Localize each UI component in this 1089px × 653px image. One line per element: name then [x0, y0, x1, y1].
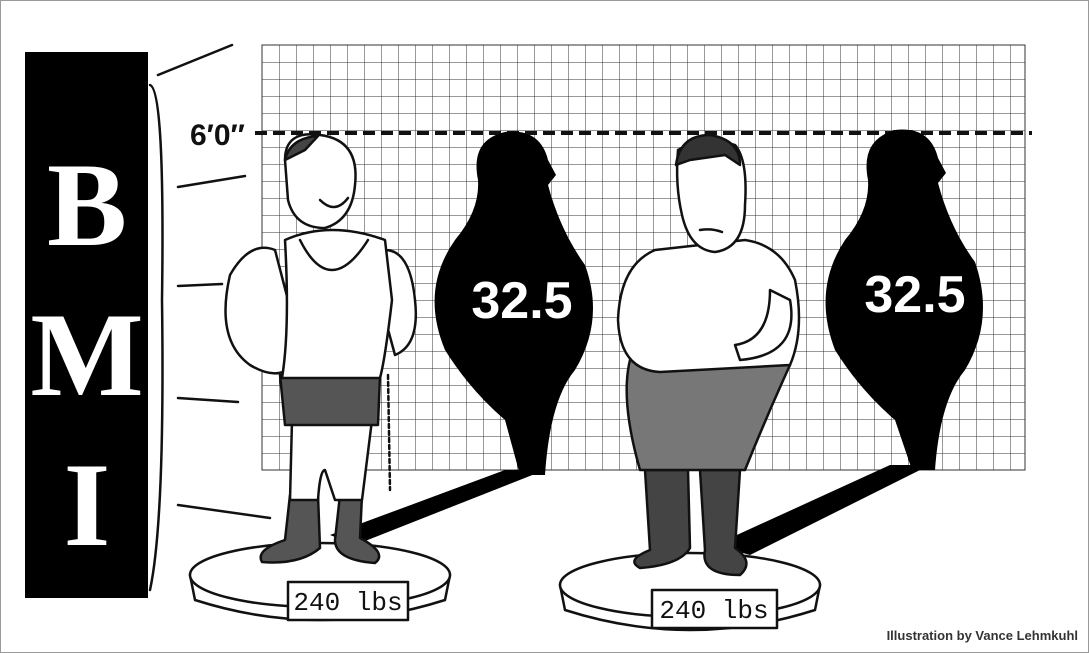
- silhouette: [434, 131, 593, 476]
- credit: Illustration by Vance Lehmkuhl: [887, 628, 1078, 643]
- floor-shadow: [330, 470, 545, 545]
- scale-reading: 240 lbs: [659, 596, 768, 626]
- bmi-value: 32.5: [864, 266, 965, 324]
- banner-edge: [148, 83, 164, 592]
- silhouette: [825, 129, 983, 471]
- banner-letter: B: [47, 138, 127, 271]
- bmi-banner: [25, 52, 148, 598]
- bmi-value: 32.5: [471, 272, 572, 330]
- scale-platform: [188, 541, 452, 622]
- banner-letter: I: [64, 438, 111, 571]
- muscular-man: [224, 133, 417, 565]
- motion-lines: [156, 43, 272, 520]
- scale-reading: 240 lbs: [293, 588, 402, 618]
- scale-platform: [558, 551, 822, 632]
- height-label: 6′0″: [190, 119, 245, 152]
- banner-letter: M: [30, 288, 143, 421]
- heavy-man: [616, 133, 801, 577]
- floor-shadow: [715, 465, 930, 555]
